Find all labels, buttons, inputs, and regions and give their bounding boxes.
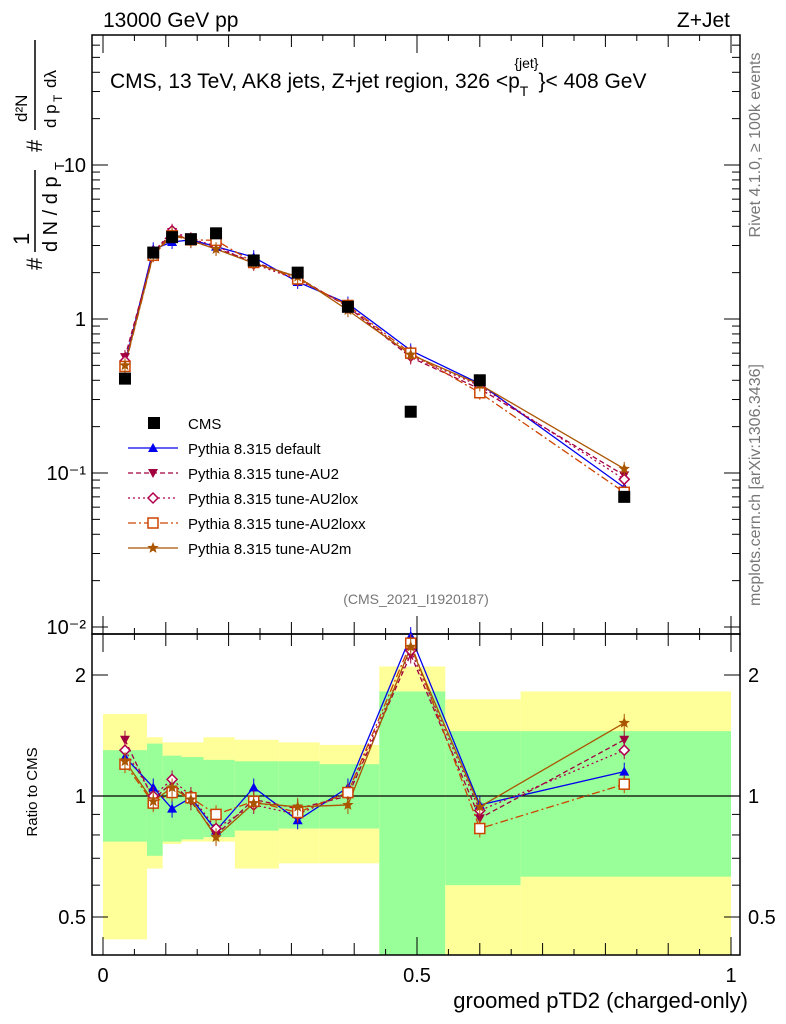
ratio-y-tick-label: 2 — [75, 665, 86, 687]
ratio-point — [167, 803, 178, 813]
legend-marker — [147, 517, 159, 529]
legend-marker-cms — [148, 417, 160, 429]
markers-group — [118, 223, 631, 847]
cms-data-point — [247, 254, 260, 267]
series-line-ratio — [124, 648, 625, 830]
cms-data-point — [184, 233, 197, 246]
svg-text:1: 1 — [9, 233, 34, 245]
series-point — [618, 462, 630, 474]
svg-text:T: T — [52, 162, 67, 170]
main-y-label: # 1 d N / d p T # d²N d p T dλ — [9, 40, 67, 270]
title-sub: T — [520, 83, 529, 99]
legend-label-cms: CMS — [188, 416, 221, 433]
legend-label: Pythia 8.315 tune-AU2 — [188, 466, 339, 483]
ratio-point — [119, 755, 131, 767]
ratio-point — [405, 640, 417, 652]
ratio-y-tick-label: 0.5 — [58, 907, 86, 929]
ticks-group: 10⁻² 10⁻¹ 1 10 0.5 0.5 1 1 2 2 0 0.5 1 — [47, 35, 776, 987]
axes-frames — [91, 34, 741, 956]
legend: CMS Pythia 8.315 default Pythia 8.315 tune… — [128, 416, 366, 558]
legend-marker — [147, 542, 159, 553]
ratio-point — [166, 781, 178, 793]
ratio-point — [619, 766, 630, 776]
ratio-point — [185, 793, 197, 805]
ratio-y-tick-label: 0.5 — [748, 907, 776, 929]
cms-data-point — [118, 372, 131, 385]
svg-text:d N / d p: d N / d p — [40, 176, 62, 252]
y-tick-label: 10⁻² — [47, 617, 87, 639]
ratio-point — [248, 797, 260, 808]
ratio-point — [292, 800, 304, 812]
y-tick-label: 1 — [75, 309, 86, 331]
y-tick-label: 10⁻¹ — [47, 463, 87, 485]
band-inner — [520, 731, 731, 877]
x-tick-label: 0 — [97, 965, 108, 987]
legend-label: Pythia 8.315 tune-AU2m — [188, 541, 351, 558]
y-tick-label: 10 — [64, 155, 86, 177]
legend-marker — [148, 443, 158, 452]
ratio-point — [248, 782, 259, 792]
ratio-point — [618, 744, 631, 757]
chart-title: CMS, 13 TeV, AK8 jets, Z+jet region, 326… — [110, 55, 646, 99]
svg-text:#: # — [22, 257, 47, 270]
title-sup: {jet} — [514, 55, 538, 71]
energy-label: 13000 GeV pp — [103, 9, 238, 32]
process-label: Z+Jet — [677, 9, 730, 32]
ratio-point — [618, 716, 630, 728]
svg-text:#: # — [22, 139, 47, 152]
series-line-main — [124, 229, 625, 480]
ratio-frame — [91, 633, 741, 956]
legend-label: Pythia 8.315 tune-AU2lox — [188, 491, 359, 508]
legend-marker — [146, 491, 160, 505]
cms-data-point — [147, 246, 160, 259]
ratio-point — [474, 822, 486, 835]
ratio-point — [210, 831, 222, 842]
ratio-point — [147, 795, 159, 807]
ratio-y-tick-label: 1 — [75, 786, 86, 808]
series-point — [618, 473, 631, 486]
x-tick-label: 1 — [725, 965, 736, 987]
series-point — [405, 348, 417, 360]
legend-marker — [148, 469, 158, 478]
ratio-point — [210, 808, 222, 821]
series-line-ratio — [124, 641, 625, 830]
title-tail: }< 408 GeV — [538, 70, 646, 93]
analysis-id: (CMS_2021_I1920187) — [343, 591, 489, 607]
mcplots-label: mcplots.cern.ch [arXiv:1306.3436] — [747, 364, 764, 606]
series-point — [210, 243, 222, 254]
cms-data-point — [210, 227, 223, 240]
ratio-point — [474, 800, 486, 812]
cms-data-point — [404, 405, 417, 418]
x-axis-label: groomed pTD2 (charged-only) — [453, 988, 748, 1013]
cms-data-point — [166, 231, 179, 244]
cms-data-point — [618, 490, 631, 503]
svg-text:T: T — [51, 94, 65, 102]
ratio-point — [618, 778, 630, 790]
svg-text:d p: d p — [41, 104, 60, 128]
cms-data-point — [473, 374, 486, 387]
legend-label: Pythia 8.315 default — [188, 441, 321, 458]
band-inner — [379, 691, 446, 955]
rivet-label: Rivet 4.1.0, ≥ 100k events — [747, 53, 764, 238]
x-tick-label: 0.5 — [403, 965, 431, 987]
cms-data-point — [291, 266, 304, 279]
series-line-main — [124, 231, 625, 476]
svg-text:dλ: dλ — [41, 70, 60, 88]
legend-label: Pythia 8.315 tune-AU2loxx — [188, 516, 366, 533]
svg-text:d²N: d²N — [12, 95, 31, 122]
cms-data-point — [341, 300, 354, 313]
ratio-y-label: Ratio to CMS — [24, 747, 41, 836]
title-main: CMS, 13 TeV, AK8 jets, Z+jet region, 326… — [110, 70, 520, 93]
ratio-point — [342, 799, 354, 810]
ratio-point — [148, 782, 159, 792]
ratio-point — [119, 735, 130, 745]
series-point — [119, 359, 131, 371]
ratio-y-tick-label: 2 — [748, 665, 759, 687]
ratio-point — [619, 735, 630, 745]
ratio-y-tick-label: 1 — [748, 786, 759, 808]
